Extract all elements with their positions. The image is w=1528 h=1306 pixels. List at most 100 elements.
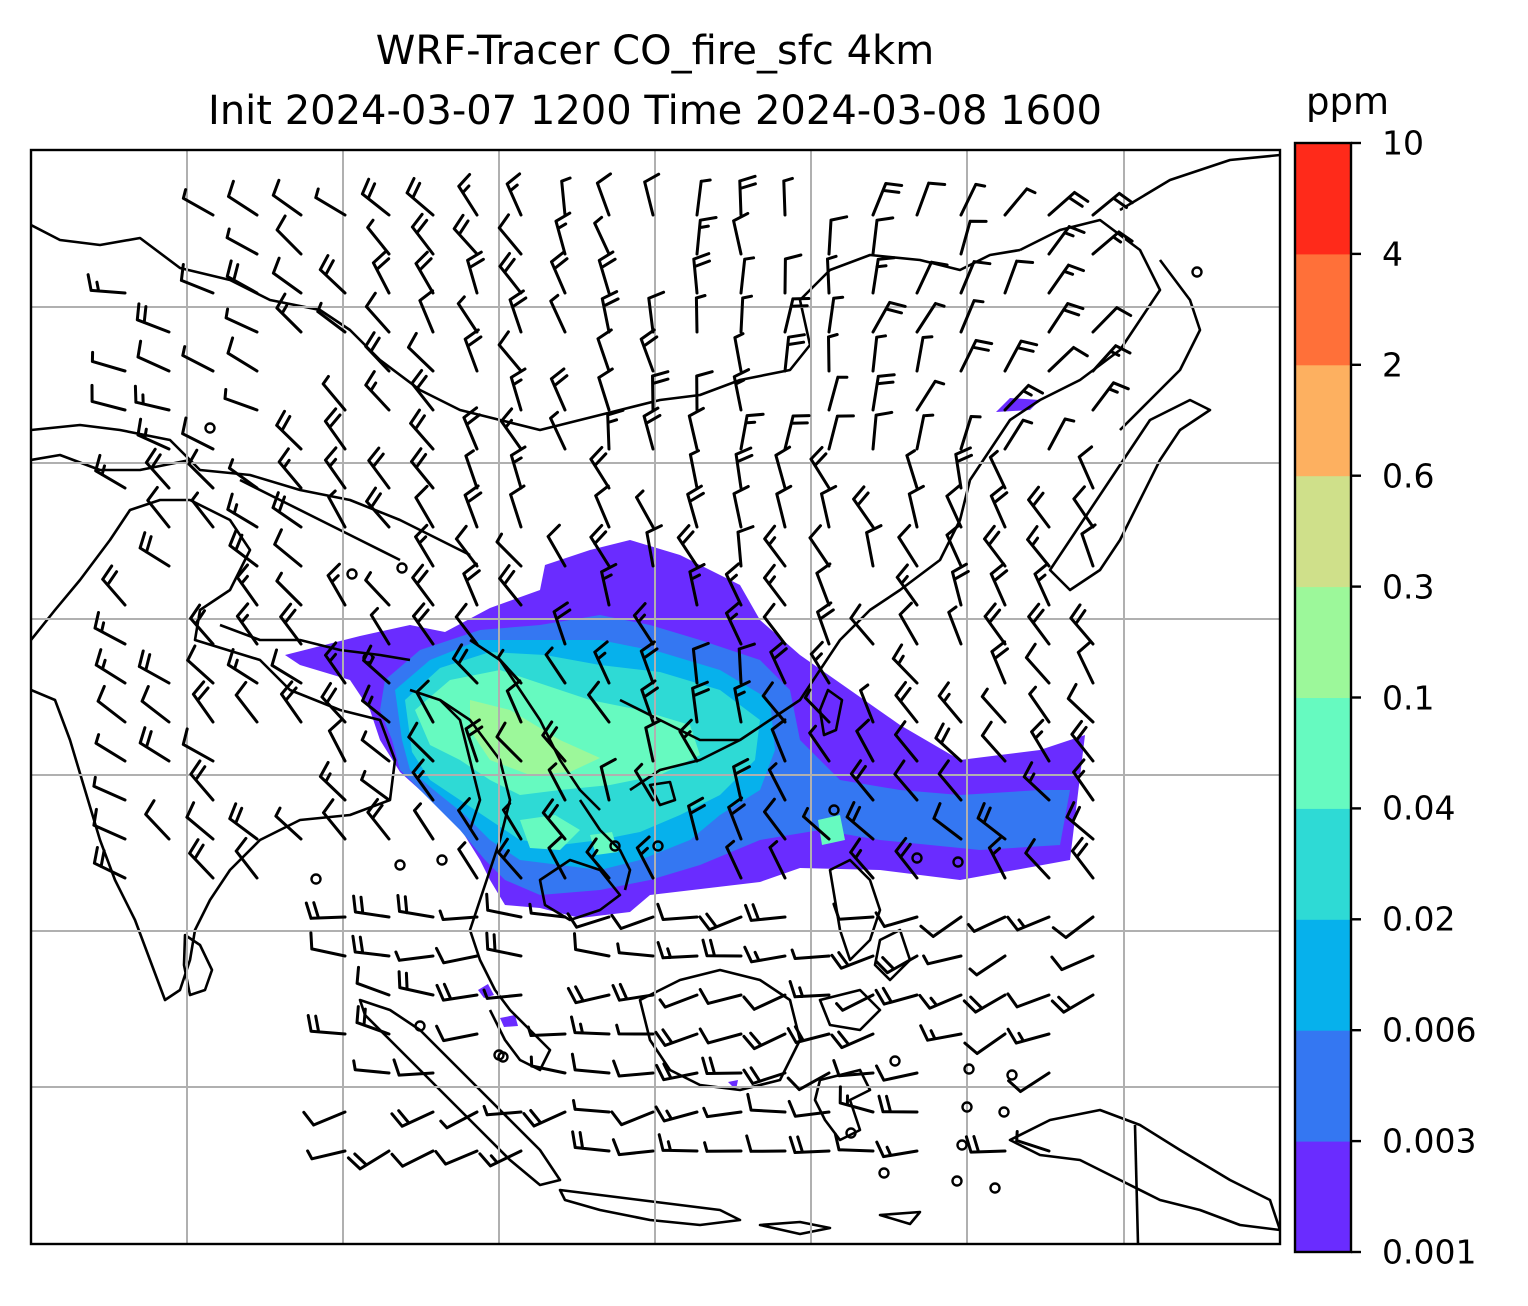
- map-title: WRF-Tracer CO_fire_sfc 4km: [375, 28, 935, 74]
- wind-barb: [745, 1134, 787, 1153]
- wind-barb: [499, 407, 523, 451]
- wind-barb: [989, 484, 1009, 529]
- wind-barb-calm: [845, 1127, 857, 1139]
- wind-barb: [1047, 263, 1085, 295]
- wind-barb: [786, 1071, 831, 1092]
- wind-barb: [656, 941, 699, 960]
- wind-barb: [611, 982, 655, 1002]
- wind-barb: [234, 680, 259, 724]
- wind-barb: [959, 182, 987, 217]
- wind-barb: [775, 484, 793, 529]
- wind-barb: [632, 602, 655, 646]
- wind-barb-calm: [493, 1049, 505, 1061]
- colorbar-tick-label: 10: [1382, 123, 1424, 163]
- wind-barb: [140, 685, 171, 724]
- colorbar-band: [1295, 253, 1351, 366]
- wind-barb-calm: [911, 852, 923, 864]
- wind-barb: [414, 250, 435, 295]
- wind-barb: [505, 172, 523, 217]
- wind-barb: [1072, 485, 1095, 529]
- wind-barb: [191, 680, 215, 724]
- wind-barb: [529, 1055, 567, 1075]
- wind-barb: [897, 524, 919, 568]
- wind-barb: [186, 644, 215, 685]
- wind-barb: [409, 408, 435, 451]
- wind-barb: [742, 1031, 787, 1051]
- wind-barb: [101, 564, 127, 607]
- wind-barb: [227, 458, 259, 490]
- wind-barb: [136, 417, 171, 451]
- colorbar-band: [1295, 475, 1351, 588]
- wind-barb-calm: [609, 840, 621, 852]
- wind-barb: [1006, 1027, 1051, 1045]
- wind-barb: [964, 1135, 1007, 1154]
- wind-barb: [187, 448, 215, 490]
- wind-barb: [526, 1025, 567, 1037]
- wind-barb: [1065, 801, 1095, 841]
- wind-barb: [1003, 187, 1037, 217]
- wind-barb: [893, 759, 919, 802]
- wind-barb: [790, 948, 831, 960]
- wind-barb: [918, 993, 963, 1010]
- wind-barb-calm: [989, 1182, 1001, 1194]
- wind-barb: [1070, 720, 1095, 763]
- colorbar-band: [1295, 697, 1351, 809]
- wind-barb: [922, 954, 963, 966]
- wind-barb: [1077, 445, 1095, 490]
- wind-barb: [478, 1149, 523, 1168]
- wind-barb: [788, 980, 831, 999]
- wind-barb: [594, 484, 611, 529]
- wind-barb: [891, 643, 919, 685]
- wind-barb: [181, 416, 215, 451]
- wind-barb: [698, 912, 743, 932]
- wind-barb: [410, 369, 435, 412]
- wind-barb: [1026, 525, 1051, 568]
- map-panel: [31, 150, 1280, 1244]
- wind-barb: [871, 216, 895, 256]
- wind-barb: [874, 986, 919, 1006]
- wind-barb: [135, 302, 171, 334]
- wind-barb: [695, 370, 714, 412]
- wind-barb-calm: [889, 1055, 901, 1067]
- wind-barb: [688, 449, 700, 490]
- wind-barb: [600, 562, 618, 607]
- wind-barb: [181, 188, 215, 217]
- colorbar-band: [1295, 364, 1351, 477]
- wind-barb: [1003, 383, 1044, 412]
- wind-barb: [980, 720, 1007, 763]
- wind-barb: [189, 603, 215, 646]
- wind-barb: [1066, 683, 1095, 724]
- wind-barb: [464, 449, 479, 490]
- wind-barb: [275, 292, 303, 334]
- wind-barb: [808, 724, 831, 763]
- wind-barb: [599, 757, 617, 802]
- wind-barb: [318, 254, 347, 295]
- wind-barb: [988, 449, 1007, 490]
- wind-barb: [639, 328, 659, 373]
- wind-barb-calm: [956, 1139, 968, 1151]
- wind-barb: [762, 602, 787, 646]
- wind-barb: [827, 375, 849, 412]
- wind-barb: [647, 290, 666, 334]
- wind-barb: [635, 835, 655, 880]
- wind-barb: [435, 1024, 479, 1043]
- wind-barb: [1022, 761, 1051, 802]
- wind-barb: [1015, 1130, 1051, 1153]
- wind-barb: [181, 727, 215, 763]
- wind-barb-calm: [394, 859, 406, 871]
- colorbar-tick-label: 0.04: [1382, 788, 1456, 828]
- wind-barb: [963, 1032, 1007, 1055]
- wind-barb: [698, 988, 743, 1005]
- wind-barb: [585, 837, 611, 880]
- wind-barb: [549, 293, 567, 334]
- wind-barb: [686, 484, 705, 529]
- wind-barb-calm: [1191, 266, 1203, 278]
- wind-barb: [438, 909, 479, 921]
- wind-barb: [877, 1094, 919, 1114]
- wind-barb: [318, 761, 347, 802]
- wind-barb: [136, 339, 171, 373]
- wind-barb: [552, 601, 572, 646]
- wind-barb: [223, 388, 259, 412]
- wind-barb: [635, 489, 655, 529]
- wind-barb: [366, 218, 391, 256]
